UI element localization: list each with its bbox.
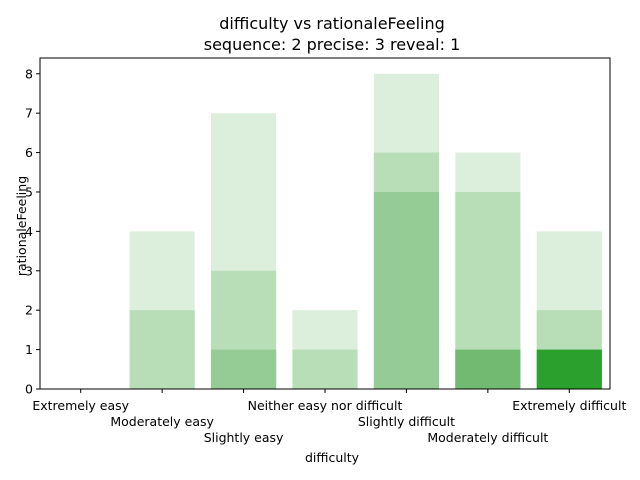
x-tick-label: Extremely difficult [512, 398, 626, 413]
y-tick-label: 3 [25, 263, 33, 278]
bar-6-layer-2 [536, 349, 602, 389]
y-axis-ticks: 0 1 2 3 4 5 6 7 8 [25, 66, 40, 397]
x-tick-label: Slightly difficult [358, 414, 455, 429]
x-tick-label: Extremely easy [32, 398, 129, 413]
y-tick-label: 5 [25, 184, 33, 199]
bar-2-layer-2 [211, 349, 277, 389]
x-tick-label: Neither easy nor difficult [248, 398, 403, 413]
bar-3-layer-1 [292, 349, 358, 389]
x-tick-label: Moderately easy [110, 414, 214, 429]
plot-frame [39, 57, 611, 390]
y-tick-label: 1 [25, 342, 33, 357]
y-tick-label: 0 [25, 382, 33, 397]
x-axis-label: difficulty [305, 450, 360, 465]
bar-4-layer-2 [373, 191, 439, 389]
y-tick-label: 2 [25, 303, 33, 318]
y-tick-label: 8 [25, 66, 33, 81]
y-axis-label: rationaleFeeling [14, 176, 29, 276]
y-tick-label: 6 [25, 145, 33, 160]
x-tick-label: Moderately difficult [427, 430, 548, 445]
bar-1-layer-1 [129, 310, 195, 389]
chart-subtitle: sequence: 2 precise: 3 reveal: 1 [204, 35, 461, 54]
y-tick-label: 4 [25, 224, 33, 239]
chart-title: difficulty vs rationaleFeeling [219, 14, 445, 33]
y-tick-label: 7 [25, 106, 33, 121]
x-tick-label: Slightly easy [204, 430, 284, 445]
bars-group [129, 73, 602, 390]
bar-5-layer-2 [455, 349, 521, 389]
